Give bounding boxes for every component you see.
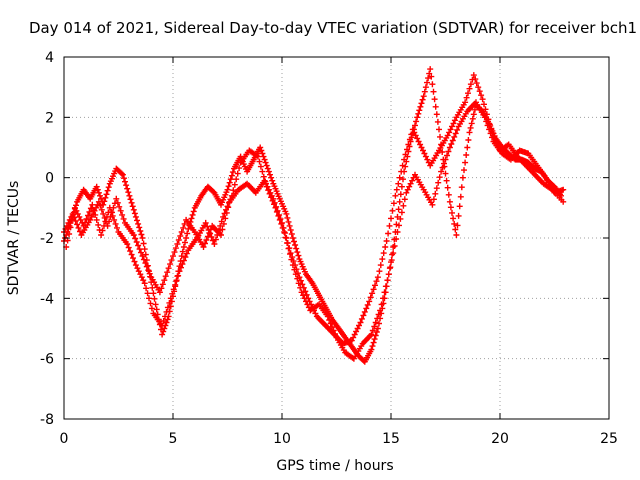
x-tick-label: 5 <box>169 431 178 447</box>
x-tick-label: 0 <box>60 431 69 447</box>
x-tick-label: 15 <box>382 431 400 447</box>
x-tick-label: 10 <box>273 431 291 447</box>
y-tick-label: -4 <box>40 291 54 307</box>
x-axis-ticks: 0 5 10 15 20 25 <box>60 57 618 447</box>
x-tick-label: 25 <box>600 431 618 447</box>
x-tick-label: 20 <box>491 431 509 447</box>
y-tick-label: -2 <box>40 231 54 247</box>
y-tick-label: 0 <box>45 171 54 187</box>
plus-markers <box>63 99 567 362</box>
series-track-a <box>61 66 564 365</box>
y-tick-label: 4 <box>45 50 54 66</box>
grid <box>64 57 609 419</box>
plus-markers <box>61 66 564 365</box>
y-tick-label: 2 <box>45 110 54 126</box>
series-track-c <box>63 99 567 362</box>
data-marks <box>61 66 567 365</box>
y-axis-ticks: -8 -6 -4 -2 0 2 4 <box>40 50 609 428</box>
y-axis-label: SDTVAR / TECUs <box>6 181 22 296</box>
chart-title: Day 014 of 2021, Sidereal Day-to-day VTE… <box>29 19 637 37</box>
y-tick-label: -6 <box>40 352 54 368</box>
x-axis-label: GPS time / hours <box>276 458 393 474</box>
y-tick-label: -8 <box>40 412 54 428</box>
